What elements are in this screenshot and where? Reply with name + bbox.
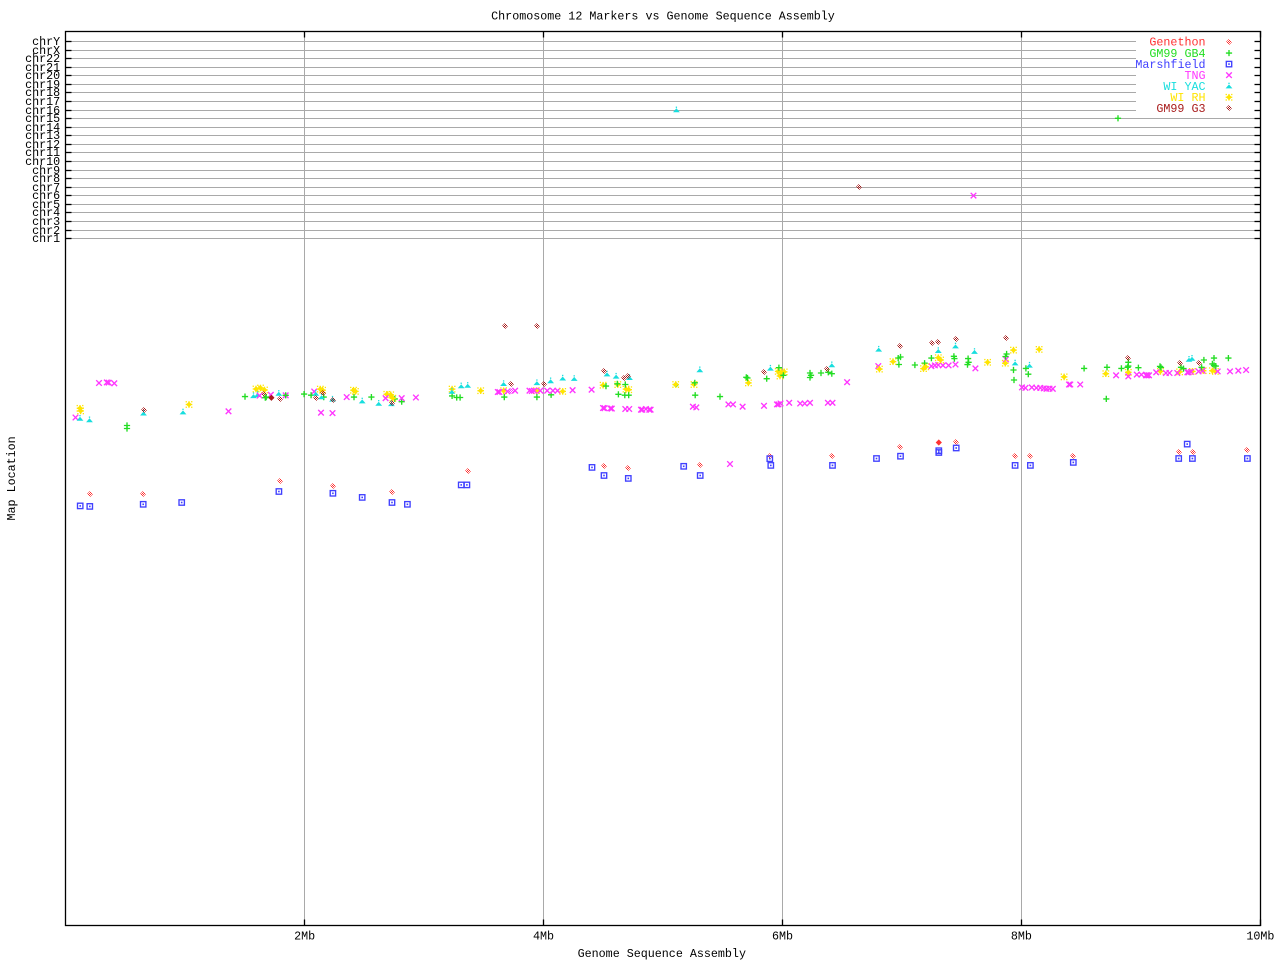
- svg-text:4Mb: 4Mb: [533, 930, 554, 944]
- svg-text:chr1: chr1: [32, 232, 60, 246]
- svg-text:6Mb: 6Mb: [772, 930, 793, 944]
- svg-text:chr15: chr15: [25, 112, 60, 126]
- svg-text:chr19: chr19: [25, 78, 60, 92]
- svg-text:Marshfield: Marshfield: [1135, 58, 1205, 72]
- svg-text:Chromosome 12 Markers vs Genom: Chromosome 12 Markers vs Genome Sequence…: [491, 10, 835, 24]
- svg-text:chr22: chr22: [25, 52, 60, 66]
- svg-text:chr18: chr18: [25, 86, 60, 100]
- svg-text:TNG: TNG: [1184, 69, 1205, 83]
- svg-text:chr13: chr13: [25, 129, 60, 143]
- svg-text:chr20: chr20: [25, 69, 60, 83]
- svg-text:Genethon: Genethon: [1149, 36, 1205, 50]
- svg-text:10Mb: 10Mb: [1246, 930, 1274, 944]
- svg-text:chr16: chr16: [25, 104, 60, 118]
- svg-text:chr14: chr14: [25, 121, 60, 135]
- svg-text:2Mb: 2Mb: [294, 930, 315, 944]
- svg-text:GM99 G3: GM99 G3: [1156, 102, 1205, 116]
- svg-text:Map Location: Map Location: [5, 436, 19, 520]
- svg-text:Genome Sequence Assembly: Genome Sequence Assembly: [578, 947, 746, 960]
- svg-text:8Mb: 8Mb: [1011, 930, 1032, 944]
- svg-text:chr11: chr11: [25, 146, 60, 160]
- svg-text:chrX: chrX: [32, 44, 60, 58]
- svg-text:chr9: chr9: [32, 164, 60, 178]
- svg-text:chr6: chr6: [32, 189, 60, 203]
- svg-text:WI RH: WI RH: [1170, 91, 1205, 105]
- svg-text:WI YAC: WI YAC: [1163, 80, 1205, 94]
- svg-text:GM99 GB4: GM99 GB4: [1149, 47, 1205, 61]
- svg-text:chr5: chr5: [32, 198, 60, 212]
- svg-text:chr2: chr2: [32, 224, 60, 238]
- svg-text:chr7: chr7: [32, 181, 60, 195]
- svg-text:chr21: chr21: [25, 61, 60, 75]
- svg-text:chr3: chr3: [32, 215, 60, 229]
- svg-text:chr17: chr17: [25, 95, 60, 109]
- svg-text:chrY: chrY: [32, 35, 60, 49]
- svg-text:chr12: chr12: [25, 138, 60, 152]
- svg-text:chr10: chr10: [25, 155, 60, 169]
- svg-text:chr4: chr4: [32, 206, 60, 220]
- svg-text:chr8: chr8: [32, 172, 60, 186]
